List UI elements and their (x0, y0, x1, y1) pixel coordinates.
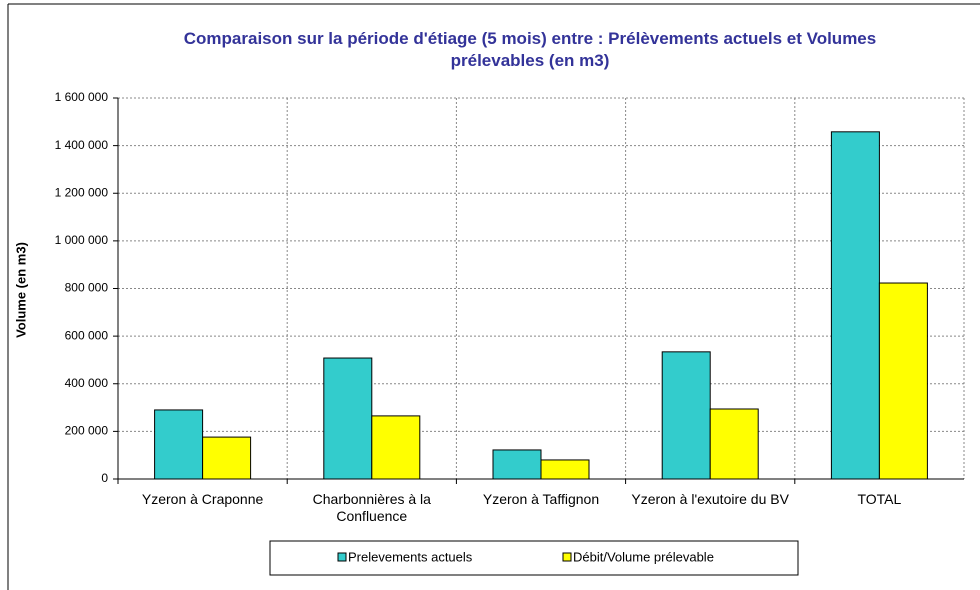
bar (878, 282, 928, 480)
x-tick-label: Yzeron à l'exutoire du BV (631, 491, 789, 507)
bar (661, 351, 711, 480)
y-tick-label: 1 400 000 (55, 138, 109, 152)
y-tick-label: 1 000 000 (55, 233, 109, 247)
legend-label: Prelevements actuels (348, 549, 473, 564)
bar (323, 357, 373, 480)
y-axis-title: Volume (en m3) (13, 242, 28, 338)
bar (492, 449, 542, 480)
legend-swatch (562, 552, 572, 562)
bar (371, 415, 421, 480)
y-tick-label: 1 200 000 (55, 185, 109, 199)
y-tick-label: 200 000 (65, 424, 109, 438)
x-tick-label: Charbonnières à la Confluence (312, 491, 431, 524)
chart-title: Comparaison sur la période d'étiage (5 m… (183, 29, 877, 70)
x-tick-label: Yzeron à Taffignon (482, 491, 600, 507)
x-tick-label: Yzeron à Craponne (141, 491, 264, 507)
bar (202, 436, 252, 480)
x-tick-label: TOTAL (857, 491, 902, 507)
legend-label: Débit/Volume prélevable (573, 549, 714, 564)
y-tick-label: 400 000 (65, 376, 109, 390)
bar (154, 409, 204, 480)
legend-swatch (337, 552, 347, 562)
y-tick-label: 600 000 (65, 328, 109, 342)
y-tick-label: 1 600 000 (55, 90, 109, 104)
y-tick-label: 0 (101, 471, 108, 485)
legend-box (269, 540, 799, 576)
y-tick-label: 800 000 (65, 281, 109, 295)
bar (709, 408, 759, 480)
bar (540, 459, 590, 480)
bar (830, 131, 880, 480)
